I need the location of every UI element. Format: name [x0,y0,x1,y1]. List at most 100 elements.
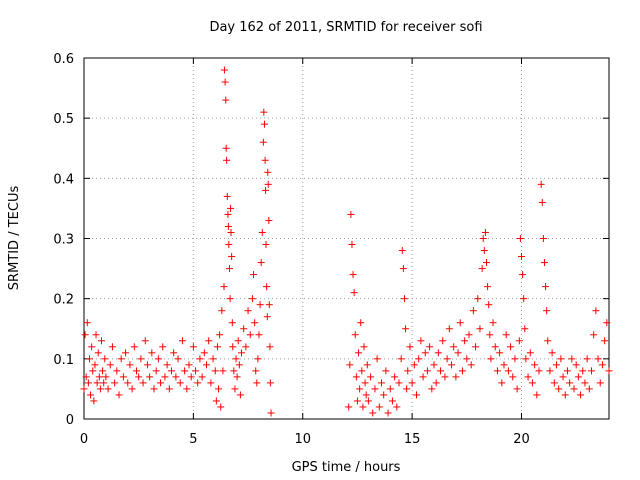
data-point [100,379,108,387]
data-point [439,337,447,345]
data-point [225,241,233,249]
data-point [478,265,486,273]
data-point [102,373,110,381]
data-point [561,391,569,399]
data-point [90,397,98,405]
data-point [553,361,560,369]
data-point [419,373,427,381]
data-point [187,373,195,381]
data-point [585,385,593,393]
data-point [362,391,370,399]
data-point [404,367,412,375]
data-points [80,66,613,417]
data-point [256,301,264,309]
data-point [398,247,406,255]
data-point [516,235,524,242]
data-point [355,349,363,357]
data-point [403,385,411,393]
data-point [234,337,242,345]
y-tick-label: 0.6 [53,52,74,67]
data-point [94,349,102,357]
data-point [507,343,515,351]
data-point [150,385,158,393]
data-point [367,373,375,381]
data-point [220,66,228,74]
data-point [361,379,369,387]
data-point [265,216,273,224]
data-point [146,373,154,381]
data-point [246,331,254,339]
data-point [581,379,589,387]
data-point [257,259,265,267]
data-point [189,343,197,351]
y-axis: 0 0.1 0.2 0.3 0.4 0.5 0.6 [53,52,609,428]
x-axis-title: GPS time / hours [292,460,401,475]
data-point [347,210,355,218]
data-point [259,138,267,146]
data-point [515,337,523,345]
data-point [263,313,271,321]
data-point [135,373,143,381]
data-point [253,379,261,387]
data-point [93,379,101,387]
data-point [228,253,236,261]
data-point [456,319,464,327]
data-point [364,397,372,405]
y-axis-title: SRMTID / TECUs [7,186,22,291]
data-point [500,361,508,369]
data-point [542,283,550,291]
data-point [352,373,360,381]
y-tick-label: 0.5 [53,112,74,127]
data-point [260,108,268,116]
data-point [192,367,200,375]
data-point [124,379,132,387]
data-point [415,355,423,363]
data-point [596,379,604,387]
data-point [481,228,489,236]
x-tick-label: 10 [294,432,311,447]
data-point [113,367,121,375]
data-point [467,361,475,369]
data-point [469,307,477,315]
data-point [148,349,156,357]
data-point [264,180,272,188]
data-point [263,283,271,291]
data-point [96,385,104,393]
data-point [205,337,213,345]
data-point [251,319,259,327]
data-point [450,343,458,351]
data-point [224,222,232,230]
data-point [88,343,96,351]
data-point [85,355,93,363]
data-point [417,337,425,345]
data-point [605,367,613,375]
data-point [126,361,134,369]
data-point [233,373,241,381]
data-point [230,367,238,375]
data-point [443,355,451,363]
data-point [484,283,492,291]
data-point [518,253,525,261]
data-point [511,355,519,363]
data-point [502,331,510,339]
data-point [141,337,149,345]
data-point [491,343,499,351]
y-tick-label: 0.1 [53,353,74,368]
data-point [430,361,438,369]
y-tick-label: 0.3 [53,233,74,248]
data-point [236,391,244,399]
data-point [480,247,488,255]
data-point [159,343,167,351]
data-point [261,156,269,164]
data-point [544,337,552,345]
data-point [588,367,595,375]
data-point [262,241,270,249]
data-point [590,331,598,339]
data-point [353,397,361,405]
data-point [384,409,392,417]
data-point [498,379,506,387]
data-point [406,343,414,351]
data-point [426,343,434,351]
data-point [526,349,534,357]
data-point [489,319,497,327]
